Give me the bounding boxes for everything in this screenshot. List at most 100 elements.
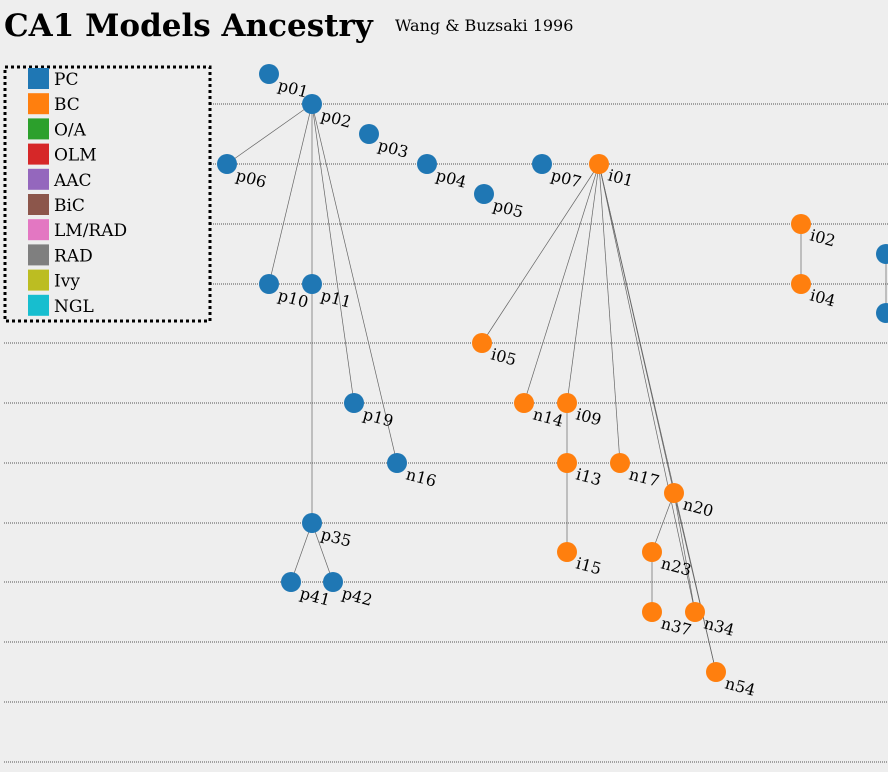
edge-i01-n14 — [523, 163, 600, 404]
node-label: p42 — [340, 584, 374, 610]
node-n23[interactable]: n23 — [642, 542, 694, 580]
node-offscreen[interactable] — [876, 244, 888, 264]
node-marker — [642, 542, 662, 562]
node-offscreen[interactable] — [876, 303, 888, 323]
node-n37[interactable]: n37 — [642, 602, 694, 640]
node-n20[interactable]: n20 — [664, 483, 716, 521]
node-marker — [557, 453, 577, 473]
edge-p35-p41 — [290, 522, 313, 583]
row-grid-lines — [4, 103, 888, 763]
node-marker — [514, 393, 534, 413]
node-marker — [876, 303, 888, 323]
node-i02[interactable]: i02 — [791, 214, 837, 250]
node-marker — [302, 513, 322, 533]
node-label: i02 — [808, 226, 838, 251]
node-marker — [323, 572, 343, 592]
node-n16[interactable]: n16 — [387, 453, 439, 491]
node-marker — [281, 572, 301, 592]
node-p11[interactable]: p11 — [302, 274, 353, 312]
node-p10[interactable]: p10 — [259, 274, 310, 312]
edge-n20-n34 — [673, 492, 696, 613]
node-p02[interactable]: p02 — [302, 94, 353, 132]
legend-label: RAD — [54, 246, 93, 266]
node-marker — [417, 154, 437, 174]
legend-label: PC — [54, 70, 78, 90]
node-marker — [302, 274, 322, 294]
page-title: CA1 Models Ancestry — [4, 8, 374, 44]
node-p06[interactable]: p06 — [217, 154, 268, 192]
legend-label: BiC — [54, 196, 85, 216]
edge-p02-p19 — [311, 103, 355, 404]
node-label: n17 — [627, 465, 662, 491]
node-p19[interactable]: p19 — [344, 393, 395, 431]
legend-swatch-ngl — [28, 294, 49, 316]
node-marker — [344, 393, 364, 413]
node-label: p02 — [319, 106, 353, 132]
node-label: p11 — [319, 286, 353, 312]
node-label: n20 — [681, 495, 716, 521]
node-marker — [302, 94, 322, 114]
node-i09[interactable]: i09 — [557, 393, 603, 429]
legend-swatch-bic — [28, 194, 49, 215]
node-i13[interactable]: i13 — [557, 453, 603, 489]
node-label: p03 — [376, 136, 410, 162]
node-n17[interactable]: n17 — [610, 453, 662, 491]
node-label: p19 — [361, 405, 395, 431]
node-label: p04 — [434, 166, 468, 192]
legend-swatch-lm-rad — [28, 219, 49, 241]
node-n14[interactable]: n14 — [514, 393, 566, 431]
legend-label: NGL — [54, 297, 94, 317]
node-label: i13 — [574, 465, 604, 490]
node-marker — [610, 453, 630, 473]
node-p05[interactable]: p05 — [474, 184, 525, 222]
node-marker — [791, 274, 811, 294]
node-marker — [791, 214, 811, 234]
node-label: i05 — [489, 345, 519, 370]
node-marker — [474, 184, 494, 204]
legend-swatch-pc — [28, 68, 49, 89]
node-label: n23 — [659, 554, 694, 580]
edge-layer — [226, 103, 887, 673]
node-i05[interactable]: i05 — [472, 333, 518, 369]
legend-swatch-bc — [28, 93, 49, 115]
edge-i01-i05 — [481, 163, 600, 344]
node-p03[interactable]: p03 — [359, 124, 410, 162]
edge-n20-n54 — [673, 492, 717, 673]
node-i04[interactable]: i04 — [791, 274, 837, 310]
legend-swatch-rad — [28, 244, 49, 266]
edge-i01-n17 — [598, 163, 621, 464]
node-label: n54 — [723, 674, 758, 700]
edge-p02-n16 — [311, 103, 398, 464]
legend-swatch-o-a — [28, 118, 49, 140]
legend-label: O/A — [54, 120, 87, 140]
node-marker — [472, 333, 492, 353]
node-marker — [387, 453, 407, 473]
node-n34[interactable]: n34 — [685, 602, 737, 640]
legend-label: OLM — [54, 146, 97, 166]
node-p07[interactable]: p07 — [532, 154, 583, 192]
edge-p02-p10 — [268, 103, 313, 285]
legend-label: AAC — [53, 171, 92, 191]
edge-i01-i09 — [566, 163, 600, 404]
node-p35[interactable]: p35 — [302, 513, 353, 551]
node-n54[interactable]: n54 — [706, 662, 758, 700]
node-label: i15 — [574, 554, 604, 579]
node-marker — [532, 154, 552, 174]
node-p01[interactable]: p01 — [259, 64, 310, 102]
node-p04[interactable]: p04 — [417, 154, 468, 192]
node-marker — [259, 64, 279, 84]
legend-label: LM/RAD — [54, 221, 127, 241]
node-label: p07 — [549, 166, 583, 192]
node-marker — [589, 154, 609, 174]
node-label: i09 — [574, 405, 604, 430]
node-marker — [557, 393, 577, 413]
edge-p35-p42 — [311, 522, 334, 583]
legend-swatch-ivy — [28, 269, 49, 291]
node-marker — [217, 154, 237, 174]
node-marker — [642, 602, 662, 622]
node-p42[interactable]: p42 — [323, 572, 374, 610]
node-label: p05 — [491, 196, 525, 222]
node-i15[interactable]: i15 — [557, 542, 603, 578]
